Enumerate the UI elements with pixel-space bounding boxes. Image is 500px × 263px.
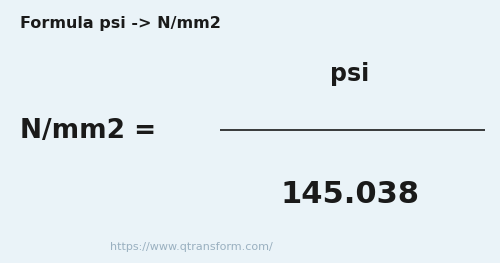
Text: 145.038: 145.038	[280, 180, 419, 209]
Text: psi: psi	[330, 62, 370, 86]
Text: Formula psi -> N/mm2: Formula psi -> N/mm2	[20, 16, 221, 31]
Text: N/mm2 =: N/mm2 =	[20, 119, 156, 144]
Text: https://www.qtransform.com/: https://www.qtransform.com/	[110, 242, 273, 252]
